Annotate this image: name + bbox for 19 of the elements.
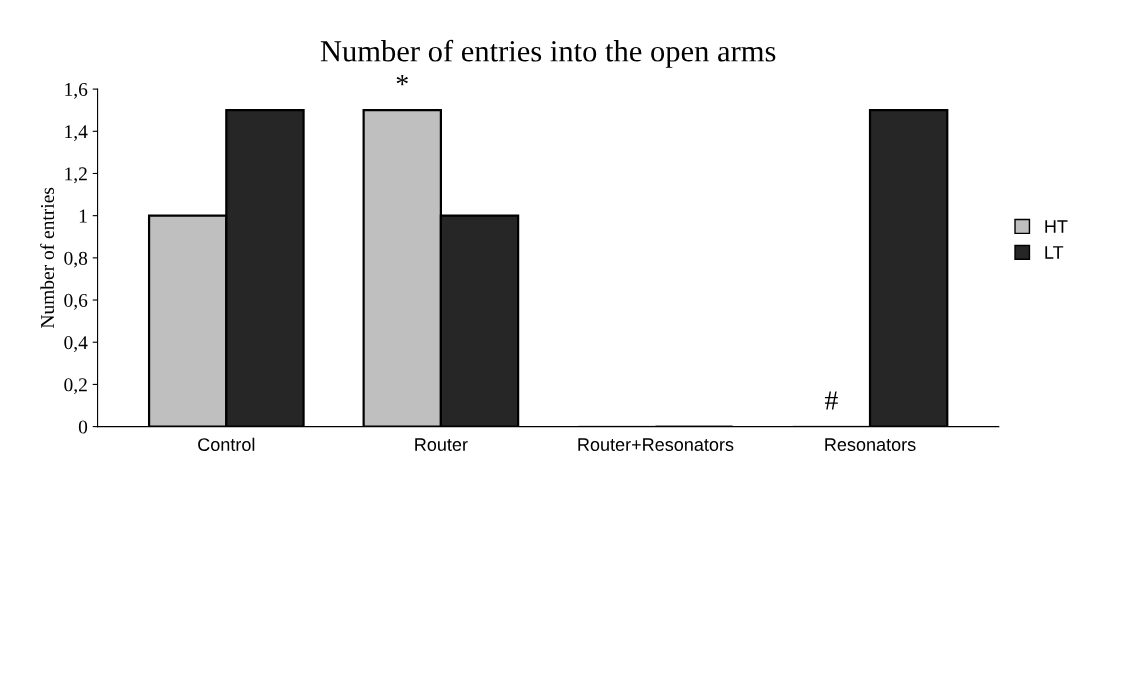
y-tick-label: 0,2 (64, 378, 87, 395)
y-tick-label: 1,2 (65, 167, 87, 184)
y-axis-title: Number of entries (40, 187, 55, 329)
y-tick-label: 1,6 (65, 82, 88, 99)
x-tick-label: Router+Resonators (578, 438, 734, 451)
y-tick-label: 0,6 (64, 293, 88, 310)
annotation: * (396, 74, 408, 86)
y-tick-label: 0,8 (64, 251, 88, 268)
legend-label: LT (1045, 246, 1064, 259)
y-tick-label: 0 (78, 420, 88, 434)
annotation: # (824, 391, 838, 410)
chart-title: Number of entries into the open arms (320, 39, 776, 68)
x-tick-label: Router (415, 438, 468, 451)
y-tick-label: 1 (79, 209, 87, 223)
legend-label: HT (1045, 220, 1068, 233)
x-tick-label: Resonators (825, 438, 916, 451)
y-tick-label: 0,4 (64, 336, 88, 352)
y-tick-label: 1,4 (65, 125, 88, 142)
x-tick-label: Control (198, 437, 255, 451)
